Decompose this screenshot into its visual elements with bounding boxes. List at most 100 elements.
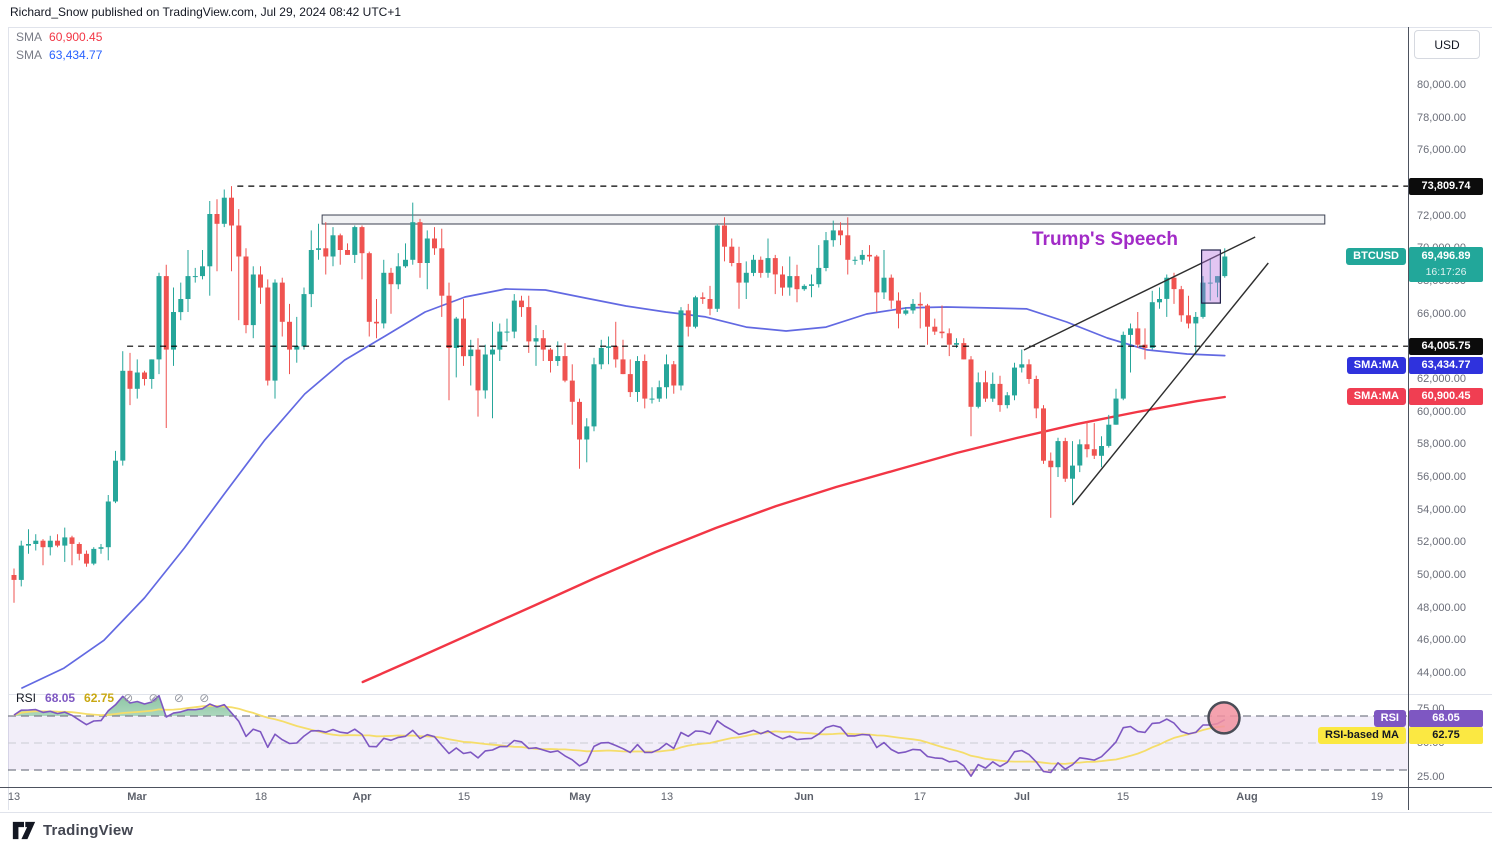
candle-body (859, 254, 865, 260)
price-tick-label: 50,000.00 (1417, 569, 1466, 581)
candle-body (207, 214, 213, 267)
rsi-ma-pill: 62.75 (1409, 727, 1483, 744)
candle-body (84, 553, 89, 564)
time-axis-line[interactable] (0, 787, 1492, 788)
candle-body (424, 238, 430, 263)
candle-body (1200, 282, 1206, 317)
time-axis-month-label: Apr (352, 791, 372, 803)
chart-top-border (8, 27, 1492, 28)
rsi-circle-marker[interactable] (1207, 701, 1241, 735)
candle-body (323, 248, 329, 257)
time-axis-day-label: 13 (7, 791, 21, 803)
candle-body (308, 250, 314, 295)
candle-body (417, 222, 423, 263)
candle-body (511, 300, 517, 332)
sma-red-tag: SMA:MA (1346, 388, 1406, 405)
candle-body (526, 307, 532, 342)
candle-body (18, 545, 24, 580)
time-axis-month-label: Aug (1236, 791, 1258, 803)
candle-body (1186, 315, 1191, 324)
rsi-legend-row[interactable]: RSI 68.05 62.75 ⊘ ⊘ ⊘ ⊘ (16, 691, 215, 705)
candle-body (961, 343, 967, 360)
trump-speech-annotation[interactable]: Trump's Speech (1032, 229, 1179, 250)
rsi-pill: 68.05 (1409, 710, 1483, 727)
chart-left-border (8, 27, 9, 810)
trend-line-1[interactable] (1023, 236, 1256, 351)
candle-body (954, 343, 959, 345)
candle-body (925, 305, 930, 327)
candle-body (1120, 334, 1126, 399)
time-axis-day-label: 18 (254, 791, 268, 803)
candle-body (664, 364, 669, 388)
level-support-pill: 64,005.75 (1409, 338, 1483, 355)
candle-body (1222, 256, 1228, 277)
level-high-pill: 73,809.74 (1409, 178, 1483, 195)
trend-line-2[interactable] (1071, 262, 1269, 506)
candle-body (1084, 444, 1090, 450)
price-tick-label: 52,000.00 (1417, 536, 1466, 548)
candle-body (932, 326, 938, 332)
candle-body (461, 318, 466, 357)
price-tick-label: 46,000.00 (1417, 634, 1466, 646)
sma-blue-pill: 63,434.77 (1409, 357, 1483, 374)
candle-body (1048, 460, 1054, 468)
price-tick-label: 62,000.00 (1417, 373, 1466, 385)
tradingview-footer-link[interactable]: TradingView (12, 820, 133, 841)
candle-highlight-box[interactable] (1200, 249, 1221, 304)
candle-body (838, 230, 843, 236)
price-axis-line[interactable] (1408, 27, 1409, 810)
pane-separator[interactable] (8, 694, 1492, 695)
candle-body (562, 356, 568, 381)
candle-body (635, 361, 640, 392)
candle-body (707, 299, 713, 309)
candle-body (287, 321, 292, 350)
candle-body (279, 282, 285, 322)
rsi-legend-label: RSI (16, 691, 37, 705)
candle-body (1055, 441, 1061, 468)
candle-body (185, 276, 191, 299)
candles-layer (11, 186, 1228, 603)
indicator-action-icons[interactable]: ⊘ ⊘ ⊘ ⊘ (123, 691, 216, 705)
candle-body (113, 460, 118, 502)
sma-red-pill: 60,900.45 (1409, 388, 1483, 405)
resistance-zone-box[interactable] (321, 214, 1326, 225)
candle-body (178, 299, 184, 313)
currency-usd-button[interactable]: USD (1414, 30, 1480, 59)
candle-body (243, 256, 249, 326)
candle-body (120, 370, 126, 461)
candle-body (896, 300, 901, 314)
candle-body (917, 303, 923, 306)
candle-body (693, 297, 698, 327)
sma-blue-legend-row[interactable]: SMA 63,434.77 (16, 48, 102, 62)
candle-body (845, 235, 851, 260)
candle-body (453, 318, 459, 348)
price-tick-label: 60,000.00 (1417, 406, 1466, 418)
candle-body (294, 346, 300, 350)
sma-blue-line[interactable] (21, 288, 1226, 689)
candle-body (1215, 276, 1220, 283)
candle-body (62, 537, 68, 546)
candle-body (250, 274, 256, 326)
candle-body (403, 259, 408, 267)
candle-body (1077, 444, 1083, 466)
sma-red-legend-label: SMA (16, 30, 43, 44)
candle-body (1012, 367, 1017, 396)
candle-body (888, 277, 894, 301)
candle-body (76, 544, 82, 554)
price-tick-label: 58,000.00 (1417, 438, 1466, 450)
sma-red-legend-row[interactable]: SMA 60,900.45 (16, 30, 102, 44)
rsi-line[interactable] (13, 695, 1226, 778)
candle-body (105, 501, 111, 548)
rsi-ma-legend-value: 62.75 (84, 691, 115, 705)
main-pane (11, 185, 1408, 689)
candle-body (69, 537, 75, 544)
price-tick-label: 80,000.00 (1417, 79, 1466, 91)
chart-canvas[interactable] (0, 0, 1492, 812)
candle-body (497, 331, 503, 350)
candle-body (229, 197, 234, 226)
candle-body (1113, 398, 1119, 425)
sma-red-line[interactable] (361, 395, 1226, 684)
price-tick-label: 66,000.00 (1417, 308, 1466, 320)
candle-body (142, 372, 147, 379)
